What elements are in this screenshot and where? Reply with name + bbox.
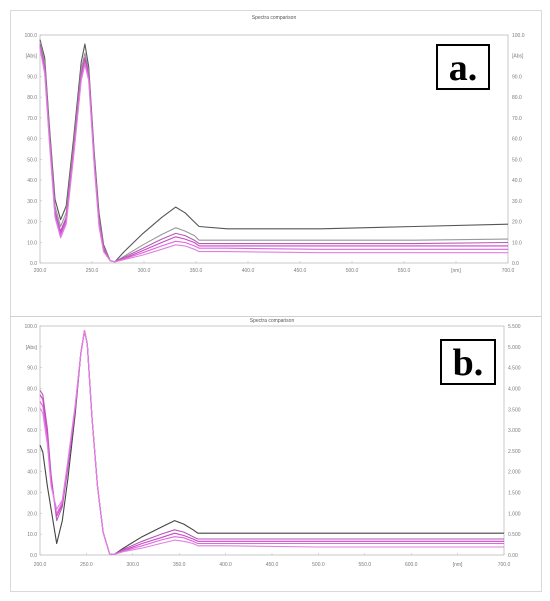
series-line-6 bbox=[39, 48, 508, 263]
y-tick-label: 10.0 bbox=[27, 532, 37, 538]
chart-panel-b: Spectra comparison 0.0 10.0 20.0 30.0 40.0 50.… bbox=[24, 318, 520, 568]
y-tick-label: [Abs] bbox=[26, 345, 38, 351]
y-tick-label: 60.0 bbox=[27, 428, 37, 434]
y-tick-label: 30.0 bbox=[27, 491, 37, 497]
series-line-4 bbox=[39, 46, 508, 263]
x-tick-label: 300.0 bbox=[138, 268, 151, 274]
series-line-2 bbox=[39, 41, 509, 263]
panel-label-box bbox=[436, 44, 490, 90]
x-tick-label: 300.0 bbox=[127, 562, 140, 568]
x-tick-label: 400.0 bbox=[219, 562, 232, 568]
y-tick-label: 80.0 bbox=[27, 95, 37, 101]
y-right-tick-label: 30.0 bbox=[512, 199, 522, 205]
x-tick-label: 550.0 bbox=[359, 562, 372, 568]
y-tick-label: 100.0 bbox=[24, 33, 37, 39]
x-tick-label: 500.0 bbox=[346, 268, 359, 274]
series-line-5 bbox=[39, 330, 504, 556]
y-tick-label: 70.0 bbox=[27, 407, 37, 413]
y-right-tick-label: 0.500 bbox=[508, 532, 521, 538]
y-right-tick-label: 80.0 bbox=[512, 95, 522, 101]
chart-title: Spectra comparison bbox=[250, 318, 295, 324]
y-right-tick-label: 50.0 bbox=[512, 157, 522, 163]
x-tick-label: 600.0 bbox=[405, 562, 418, 568]
x-tick-label: 450.0 bbox=[266, 562, 279, 568]
y-right-tick-label: 4.500 bbox=[508, 366, 521, 372]
y-tick-label: 0.0 bbox=[30, 261, 37, 267]
y-tick-label: 100.0 bbox=[24, 324, 37, 330]
y-right-tick-label: 3.000 bbox=[508, 428, 521, 434]
y-right-tick-label: 60.0 bbox=[512, 137, 522, 143]
x-tick-label: 350.0 bbox=[173, 562, 186, 568]
y-tick-label: 60.0 bbox=[27, 137, 37, 143]
y-tick-label: 0.0 bbox=[30, 553, 37, 559]
y-right-tick-label: 5.500 bbox=[508, 324, 521, 330]
y-tick-label: 70.0 bbox=[27, 116, 37, 122]
y-tick-label: 90.0 bbox=[27, 74, 37, 80]
y-right-tick-label: 10.0 bbox=[512, 240, 522, 246]
y-right-tick-label: 2.000 bbox=[508, 470, 521, 476]
y-right-tick-label: 20.0 bbox=[512, 220, 522, 226]
x-tick-label: [nm] bbox=[451, 268, 461, 274]
x-tick-label: 700.0 bbox=[498, 562, 511, 568]
y-right-tick-label: 100.0 bbox=[512, 33, 525, 39]
y-right-tick-label: 70.0 bbox=[512, 116, 522, 122]
y-right-tick-label: 0.0 bbox=[512, 261, 519, 267]
y-tick-label: 80.0 bbox=[27, 386, 37, 392]
chart-title: Spectra comparison bbox=[252, 15, 297, 21]
y-right-tick-label: 4.000 bbox=[508, 386, 521, 392]
x-tick-label: 550.0 bbox=[398, 268, 411, 274]
x-tick-label: 700.0 bbox=[502, 268, 515, 274]
x-tick-label: 450.0 bbox=[294, 268, 307, 274]
panel-label-box bbox=[440, 339, 496, 385]
panel-label: b. bbox=[453, 342, 484, 384]
y-tick-label: 50.0 bbox=[27, 449, 37, 455]
x-tick-label: 250.0 bbox=[86, 268, 99, 274]
y-tick-label: 50.0 bbox=[27, 157, 37, 163]
x-tick-label: 250.0 bbox=[80, 562, 93, 568]
y-tick-label: 20.0 bbox=[27, 511, 37, 517]
panel-divider bbox=[10, 316, 541, 317]
y-tick-label: 40.0 bbox=[27, 470, 37, 476]
y-right-tick-label: 5.000 bbox=[508, 345, 521, 351]
y-right-tick-label: [Abs] bbox=[512, 54, 524, 60]
y-tick-label: 90.0 bbox=[27, 366, 37, 372]
y-tick-label: 40.0 bbox=[27, 178, 37, 184]
x-tick-label: 350.0 bbox=[190, 268, 203, 274]
y-right-tick-label: 90.0 bbox=[512, 74, 522, 80]
y-tick-label: 20.0 bbox=[27, 220, 37, 226]
y-right-tick-label: 2.500 bbox=[508, 449, 521, 455]
x-tick-label: 500.0 bbox=[312, 562, 325, 568]
chart-panel-a: Spectra comparison 0.0 10.0 20.0 30.0 40.0 50.… bbox=[24, 15, 524, 274]
y-right-tick-label: 1.000 bbox=[508, 511, 521, 517]
y-right-tick-label: 3.500 bbox=[508, 407, 521, 413]
y-tick-label: [Abs] bbox=[26, 54, 38, 60]
plot-area bbox=[39, 325, 505, 556]
x-tick-label: 200.0 bbox=[34, 268, 47, 274]
panel-label: a. bbox=[449, 47, 478, 89]
y-right-tick-label: 1.500 bbox=[508, 491, 521, 497]
y-right-tick-label: 40.0 bbox=[512, 178, 522, 184]
y-right-tick-label: 0.00 bbox=[508, 553, 518, 559]
x-tick-label: 200.0 bbox=[34, 562, 47, 568]
x-tick-label: 400.0 bbox=[242, 268, 255, 274]
x-tick-label: [nm] bbox=[453, 562, 463, 568]
plot-area bbox=[39, 34, 509, 264]
y-tick-label: 30.0 bbox=[27, 199, 37, 205]
y-tick-label: 10.0 bbox=[27, 240, 37, 246]
